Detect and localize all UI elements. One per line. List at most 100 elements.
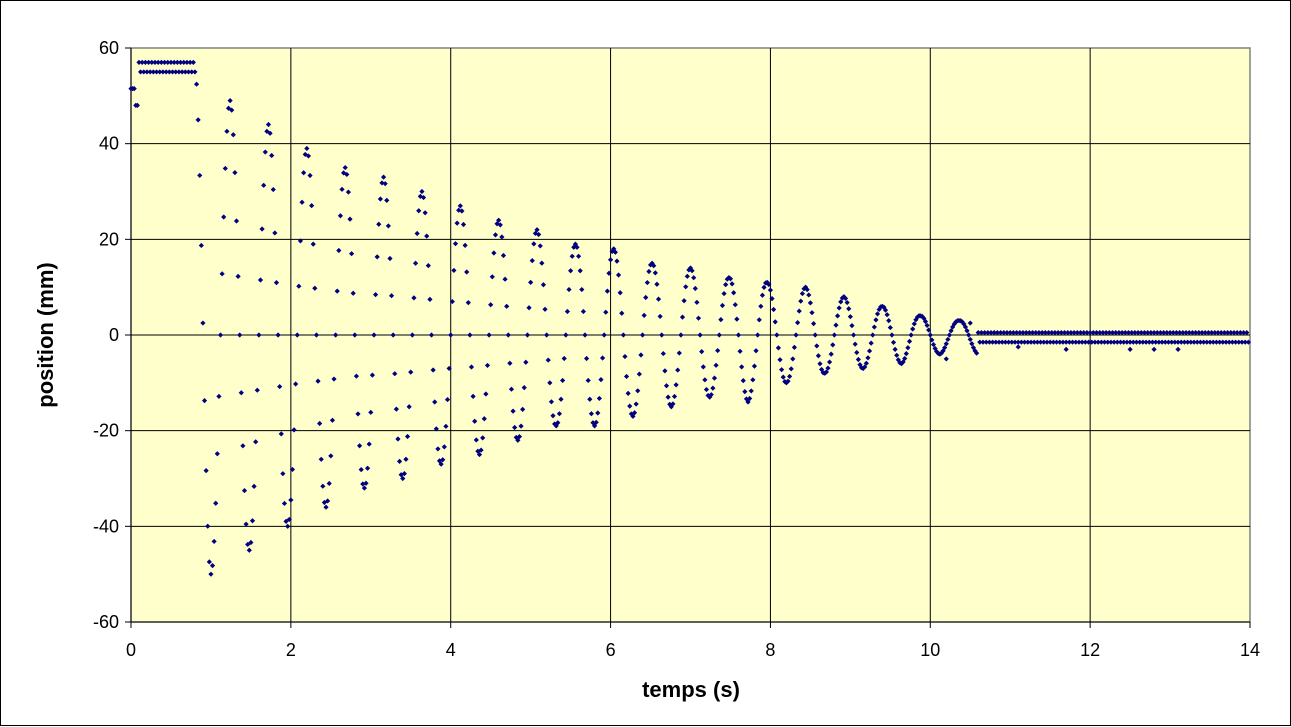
data-point — [748, 388, 754, 394]
data-point — [281, 500, 288, 507]
data-point — [735, 332, 742, 338]
data-point — [753, 348, 759, 354]
data-point — [643, 294, 649, 301]
data-point — [222, 165, 228, 172]
data-point — [1241, 330, 1247, 336]
y-tick-label: 20 — [99, 229, 119, 249]
data-point — [166, 69, 172, 75]
data-point — [579, 286, 585, 293]
data-point — [179, 69, 185, 75]
x-axis-ticks: 0 2 4 6 8 10 12 14 — [126, 622, 1260, 660]
data-point — [288, 497, 294, 503]
data-point — [718, 317, 724, 323]
data-point — [1039, 330, 1045, 336]
data-point — [583, 355, 590, 362]
data-point — [328, 453, 334, 459]
data-point — [874, 311, 881, 317]
data-point — [959, 319, 965, 325]
data-point — [713, 362, 719, 368]
data-point — [1077, 330, 1084, 336]
data-point — [254, 387, 260, 393]
data-point — [1125, 330, 1132, 336]
data-point — [1175, 339, 1181, 345]
data-point — [325, 498, 331, 504]
data-point — [964, 328, 970, 334]
data-point — [1127, 346, 1133, 352]
data-point — [1049, 330, 1055, 336]
data-point — [364, 465, 371, 471]
data-point — [505, 332, 511, 338]
data-point — [512, 424, 518, 431]
data-point — [334, 288, 340, 294]
data-point — [619, 310, 625, 316]
data-point — [206, 559, 212, 565]
data-point — [1007, 330, 1013, 336]
data-point — [798, 298, 804, 304]
data-point — [568, 268, 574, 274]
data-point — [1135, 330, 1141, 336]
data-point — [134, 102, 140, 108]
data-point — [1228, 330, 1234, 336]
data-point — [323, 504, 329, 510]
data-point — [158, 59, 164, 65]
data-point — [432, 399, 438, 405]
data-point — [1129, 330, 1135, 336]
data-point — [1074, 330, 1080, 336]
data-point — [1181, 339, 1188, 345]
data-point — [193, 81, 200, 87]
data-point — [599, 355, 606, 361]
data-point — [561, 355, 567, 362]
data-point — [285, 523, 291, 529]
data-point — [529, 257, 535, 264]
data-point — [750, 377, 756, 383]
data-point — [703, 386, 710, 393]
data-point — [611, 246, 617, 252]
data-point — [962, 324, 969, 330]
data-point — [238, 390, 244, 396]
data-point — [715, 347, 721, 354]
data-point — [189, 69, 195, 75]
data-point — [1153, 339, 1159, 345]
data-point — [999, 339, 1005, 345]
data-point — [695, 315, 702, 321]
data-point — [636, 371, 642, 377]
data-point — [1071, 330, 1077, 336]
data-point — [467, 332, 473, 338]
data-point — [293, 381, 299, 387]
data-point — [1109, 330, 1116, 336]
data-point — [886, 318, 892, 324]
data-point — [221, 214, 227, 220]
data-point — [1180, 330, 1186, 336]
data-point — [1045, 330, 1052, 336]
data-point — [625, 390, 631, 396]
data-point — [488, 302, 494, 308]
data-point — [387, 255, 393, 262]
data-point — [657, 313, 663, 320]
data-point — [545, 357, 551, 363]
data-point — [747, 395, 753, 402]
data-point — [171, 59, 177, 65]
data-point — [628, 411, 634, 417]
data-point — [296, 283, 302, 289]
data-point — [1042, 330, 1048, 336]
data-point — [161, 59, 168, 65]
data-point — [145, 59, 152, 65]
data-point — [481, 416, 487, 422]
data-point — [998, 330, 1004, 336]
data-point — [192, 69, 198, 75]
data-point — [702, 377, 708, 383]
data-point — [283, 518, 289, 524]
data-point — [395, 436, 401, 442]
data-point — [352, 332, 358, 338]
data-point — [1103, 330, 1109, 336]
data-point — [339, 186, 345, 192]
data-point — [1194, 339, 1200, 345]
data-point — [385, 223, 391, 229]
data-point — [1095, 339, 1101, 345]
data-point — [756, 317, 762, 323]
data-point — [412, 260, 419, 266]
data-point — [940, 348, 946, 354]
data-point — [521, 385, 527, 391]
data-point — [454, 220, 460, 226]
